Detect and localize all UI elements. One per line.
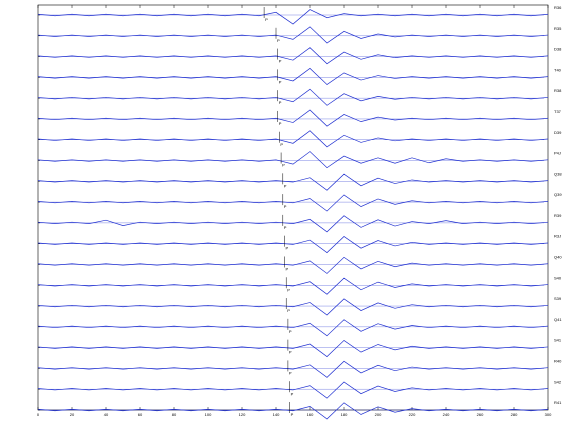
station-label: P4J — [554, 151, 561, 156]
x-tick-label: 40 — [104, 412, 109, 417]
station-label: R35 — [554, 26, 562, 31]
x-tick-label: 280 — [511, 412, 518, 417]
waveform — [37, 173, 549, 191]
waveform — [37, 88, 549, 106]
x-tick-label: 200 — [375, 412, 382, 417]
x-tick-label: 220 — [409, 412, 416, 417]
waveform — [37, 381, 549, 399]
plot-frame — [37, 4, 549, 411]
pick-label: P — [287, 308, 290, 313]
x-tick-label: 300 — [545, 412, 552, 417]
pick-label: P — [284, 225, 287, 230]
pick-label: P — [289, 329, 292, 334]
pick-label: P — [291, 412, 294, 417]
x-tick-label: 140 — [273, 412, 280, 417]
station-label: S42 — [554, 379, 562, 384]
station-label: Q39 — [554, 192, 562, 197]
waveform — [37, 215, 549, 233]
x-tick-label: 80 — [172, 412, 177, 417]
pick-label: P — [284, 204, 287, 209]
x-tick-label: 0 — [37, 412, 40, 417]
pick-label: P — [284, 183, 287, 188]
x-tick-label: 160 — [307, 412, 314, 417]
waveform — [37, 277, 549, 295]
pick-label: P — [277, 38, 280, 43]
waveform — [37, 67, 549, 86]
pick-label: P — [265, 17, 268, 22]
x-tick-label: 20 — [70, 412, 75, 417]
station-label: Q38 — [554, 171, 562, 176]
waveform — [37, 151, 549, 169]
waveform — [37, 236, 549, 254]
station-label: Q41 — [554, 317, 562, 322]
x-tick-label: 120 — [239, 412, 246, 417]
waveform — [37, 194, 549, 212]
pick-label: P — [279, 79, 282, 84]
x-tick-label: 260 — [477, 412, 484, 417]
station-label: R3J — [554, 234, 561, 239]
pick-label: P — [289, 370, 292, 375]
waveform — [37, 319, 549, 337]
station-label: D38 — [554, 47, 562, 52]
waveform — [37, 47, 549, 65]
pick-label: P — [291, 391, 294, 396]
station-label: R41 — [554, 400, 562, 405]
x-tick-label: 60 — [138, 412, 143, 417]
x-tick-label: 100 — [205, 412, 212, 417]
pick-label: P — [279, 100, 282, 105]
waveform — [37, 339, 549, 358]
waveform — [37, 298, 549, 316]
waveform — [37, 9, 549, 25]
pick-label: P — [279, 59, 282, 64]
pick-label: P — [286, 267, 289, 272]
station-label: Q40 — [554, 255, 562, 260]
waveform — [37, 402, 549, 420]
waveform — [37, 256, 549, 274]
station-label: S41 — [554, 338, 562, 343]
pick-label: P — [280, 142, 283, 147]
station-label: R36 — [554, 5, 562, 10]
waveform — [37, 360, 549, 378]
station-label: R39 — [554, 213, 562, 218]
station-label: S39 — [554, 296, 562, 301]
station-label: T37 — [554, 109, 562, 114]
pick-label: P — [282, 163, 285, 168]
waveform — [37, 109, 549, 127]
x-tick-label: 180 — [341, 412, 348, 417]
pick-label: P — [289, 350, 292, 355]
x-tick-label: 240 — [443, 412, 450, 417]
station-label: D39 — [554, 130, 562, 135]
station-label: S40 — [554, 275, 562, 280]
station-label: R40 — [554, 358, 562, 363]
pick-label: P — [286, 246, 289, 251]
waveform — [37, 130, 549, 148]
pick-label: P — [287, 287, 290, 292]
station-label: T40 — [554, 67, 562, 72]
waveform — [37, 26, 549, 44]
pick-label: P — [279, 121, 282, 126]
station-label: R38 — [554, 88, 562, 93]
